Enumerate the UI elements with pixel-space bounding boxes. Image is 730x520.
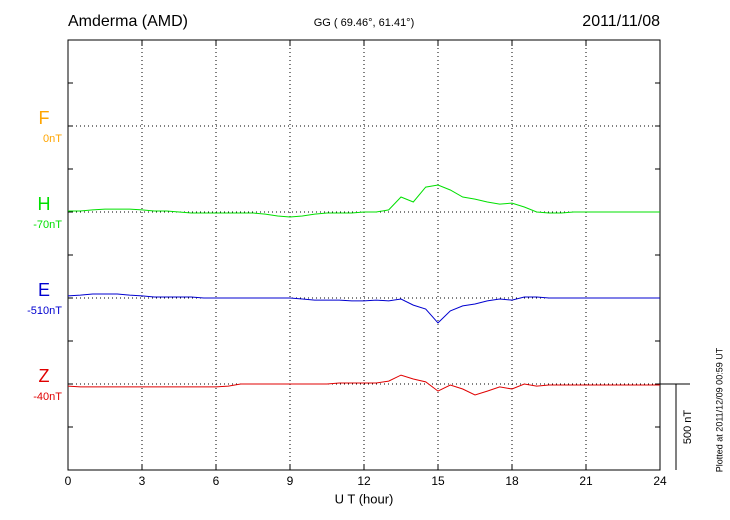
x-tick-label: 24 — [653, 474, 667, 488]
data-line — [67, 374, 660, 396]
x-tick-label: 6 — [213, 474, 220, 488]
x-tick-label: 3 — [139, 474, 146, 488]
baseline-label: -70nT — [33, 219, 62, 231]
data-line — [67, 293, 660, 324]
x-tick-label: 15 — [431, 474, 445, 488]
x-axis-label: U T (hour) — [335, 491, 394, 506]
x-tick-label: 0 — [65, 474, 72, 488]
baseline-label: -510nT — [27, 305, 62, 317]
x-tick-label: 18 — [505, 474, 519, 488]
baseline-label: -40nT — [33, 391, 62, 403]
scale-bar-label: 500 nT — [682, 410, 694, 445]
data-line — [68, 184, 660, 218]
plot-note: Plotted at 2011/12/09 00:59 UT — [714, 347, 724, 472]
legend-label: E — [38, 280, 50, 300]
legend-label: F — [39, 108, 50, 128]
x-tick-label: 21 — [579, 474, 593, 488]
chart-subtitle: GG ( 69.46°, 61.41°) — [314, 17, 415, 29]
x-tick-label: 12 — [357, 474, 371, 488]
chart-date: 2011/11/08 — [582, 13, 660, 30]
x-tick-label: 9 — [287, 474, 294, 488]
baseline-label: 0nT — [43, 133, 62, 145]
chart-title: Amderma (AMD) — [68, 13, 188, 30]
legend-label: H — [38, 194, 51, 214]
legend-label: Z — [39, 366, 50, 386]
